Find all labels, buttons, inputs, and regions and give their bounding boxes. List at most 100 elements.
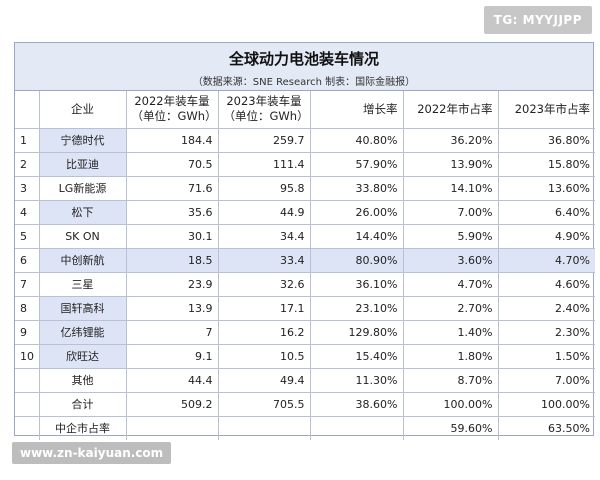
table-row: 5 SK ON 30.1 34.4 14.40% 5.90% 4.90% [15, 224, 595, 249]
cell-vol2022: 71.6 [126, 176, 219, 201]
cell-growth: 33.80% [310, 176, 404, 201]
table-row: 7 三星 23.9 32.6 36.10% 4.70% 4.60% [15, 272, 595, 297]
table-row: 3 LG新能源 71.6 95.8 33.80% 14.10% 13.60% [15, 176, 595, 201]
cell-company: 宁德时代 [39, 128, 127, 153]
table-row: 10 欣旺达 9.1 10.5 15.40% 1.80% 1.50% [15, 344, 595, 369]
cell-rank: 10 [15, 344, 40, 369]
cell-rank: 7 [15, 272, 40, 297]
table-row: 9 亿纬锂能 7 16.2 129.80% 1.40% 2.30% [15, 320, 595, 345]
cell-growth: 80.90% [310, 248, 404, 273]
cell-vol2023: 111.4 [218, 152, 311, 177]
cell-vol2022: 35.6 [126, 200, 219, 225]
cell-rank: 6 [15, 248, 40, 273]
cell-rank [15, 416, 40, 440]
cell-share2023: 2.30% [498, 320, 595, 345]
cell-vol2022: 30.1 [126, 224, 219, 249]
cell-share2023: 15.80% [498, 152, 595, 177]
cell-vol2022: 184.4 [126, 128, 219, 153]
cell-vol2022: 70.5 [126, 152, 219, 177]
watermark-bottom: www.zn-kaiyuan.com [12, 442, 172, 464]
table-title-block: 全球动力电池装车情况 （数据来源：SNE Research 制表：国际金融报） [15, 43, 593, 91]
cell-share2023: 2.40% [498, 296, 595, 321]
cell-share2023: 4.90% [498, 224, 595, 249]
cell-share2023: 4.70% [498, 248, 595, 273]
table-row: 其他 44.4 49.4 11.30% 8.70% 7.00% [15, 368, 595, 393]
cell-growth: 14.40% [310, 224, 404, 249]
table-row: 中企市占率 59.60% 63.50% [15, 416, 595, 440]
cell-growth: 36.10% [310, 272, 404, 297]
cell-rank: 3 [15, 176, 40, 201]
cell-share2023: 100.00% [498, 392, 595, 417]
cell-share2023: 63.50% [548, 421, 590, 435]
cell-vol2023: 33.4 [218, 248, 311, 273]
cell-share2022: 36.20% [403, 128, 499, 153]
cell-vol2023 [218, 416, 311, 440]
cell-rank [15, 392, 40, 417]
table-subtitle: （数据来源：SNE Research 制表：国际金融报） [192, 77, 416, 88]
table-row: 1 宁德时代 184.4 259.7 40.80% 36.20% 36.80% [15, 128, 595, 153]
cell-company: 欣旺达 [39, 344, 127, 369]
cell-share2023: 4.60% [498, 272, 595, 297]
cell-vol2023: 16.2 [218, 320, 311, 345]
cell-share2023: 6.40% [498, 200, 595, 225]
cell-vol2022: 44.4 [126, 368, 219, 393]
cell-company: 三星 [39, 272, 127, 297]
cell-vol2022 [126, 416, 219, 440]
cell-rank: 9 [15, 320, 40, 345]
cell-growth: 15.40% [310, 344, 404, 369]
cell-vol2023: 44.9 [218, 200, 311, 225]
header-share2023: 2023年市占率 [498, 91, 595, 129]
cell-share2022: 5.90% [403, 224, 499, 249]
cell-share2022: 2.70% [403, 296, 499, 321]
cell-share2022: 1.40% [403, 320, 499, 345]
cell-company: 国轩高科 [39, 296, 127, 321]
data-table: 企业 2022年装车量 （单位：GWh） 2023年装车量 （单位：GWh） 增… [15, 91, 595, 440]
table-row: 2 比亚迪 70.5 111.4 57.90% 13.90% 15.80% [15, 152, 595, 177]
cell-vol2023: 34.4 [218, 224, 311, 249]
cell-company: 比亚迪 [39, 152, 127, 177]
cell-vol2022: 509.2 [126, 392, 219, 417]
cell-vol2022: 18.5 [126, 248, 219, 273]
cell-growth: 40.80% [310, 128, 404, 153]
cell-vol2022: 9.1 [126, 344, 219, 369]
cell-company: LG新能源 [39, 176, 127, 201]
cell-rank [15, 368, 40, 393]
cell-vol2022: 7 [126, 320, 219, 345]
cell-share2023: 13.60% [498, 176, 595, 201]
cell-share2023: 36.80% [498, 128, 595, 153]
cell-share2022: 59.60% [403, 416, 499, 440]
header-vol2022: 2022年装车量 （单位：GWh） [126, 91, 219, 129]
cell-growth: 38.60% [310, 392, 404, 417]
cell-vol2023: 17.1 [218, 296, 311, 321]
table-row: 6 中创新航 18.5 33.4 80.90% 3.60% 4.70% [15, 248, 595, 273]
header-vol2023-label: 2023年装车量 [226, 94, 302, 109]
cell-share2023: 1.50% [498, 344, 595, 369]
cell-vol2023: 10.5 [218, 344, 311, 369]
cell-rank: 5 [15, 224, 40, 249]
cell-share2022: 7.00% [403, 200, 499, 225]
cell-growth: 57.90% [310, 152, 404, 177]
cell-growth [310, 416, 404, 440]
cell-vol2023: 95.8 [218, 176, 311, 201]
cell-share2022: 3.60% [403, 248, 499, 273]
cell-share2022: 14.10% [403, 176, 499, 201]
cell-company: SK ON [39, 224, 127, 249]
cell-share2022: 4.70% [403, 272, 499, 297]
cell-company: 亿纬锂能 [39, 320, 127, 345]
cell-vol2023: 259.7 [218, 128, 311, 153]
cell-share2022: 13.90% [403, 152, 499, 177]
cell-rank: 1 [15, 128, 40, 153]
table-row: 合计 509.2 705.5 38.60% 100.00% 100.00% [15, 392, 595, 417]
cell-vol2023: 49.4 [218, 368, 311, 393]
header-vol2023-unit: （单位：GWh） [223, 109, 309, 124]
header-share2022: 2022年市占率 [403, 91, 499, 129]
cell-company: 松下 [39, 200, 127, 225]
header-vol2023: 2023年装车量 （单位：GWh） [218, 91, 311, 129]
header-vol2022-unit: （单位：GWh） [131, 109, 217, 124]
cell-vol2023: 705.5 [218, 392, 311, 417]
header-growth: 增长率 [310, 91, 404, 129]
header-company: 企业 [39, 91, 127, 129]
table-title: 全球动力电池装车情况 [228, 50, 379, 68]
table-row: 8 国轩高科 13.9 17.1 23.10% 2.70% 2.40% [15, 296, 595, 321]
cell-rank: 4 [15, 200, 40, 225]
